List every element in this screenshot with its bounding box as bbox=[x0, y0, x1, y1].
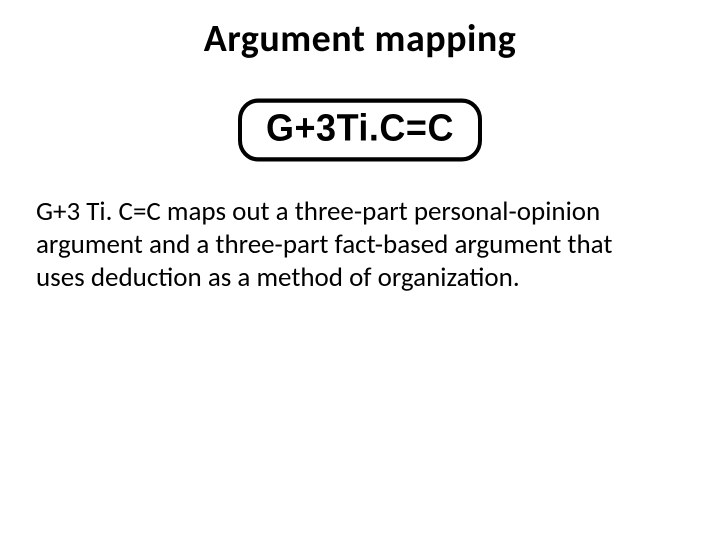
formula-box: G+3Ti.C=C bbox=[238, 99, 482, 162]
formula-container: G+3Ti.C=C bbox=[0, 100, 720, 160]
slide-title: Argument mapping bbox=[0, 16, 720, 62]
slide: Argument mapping G+3Ti.C=C G+3 Ti. C=C m… bbox=[0, 0, 720, 540]
body-paragraph: G+3 Ti. C=C maps out a three-part person… bbox=[36, 196, 660, 295]
